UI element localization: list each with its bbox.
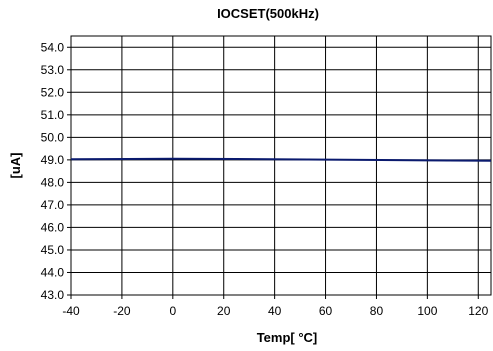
series-layer (70, 157, 492, 162)
x-tick-label: -40 (62, 304, 80, 318)
x-tick-label: -20 (113, 304, 131, 318)
x-tick-label: 60 (319, 304, 333, 318)
x-tick-label: 40 (268, 304, 282, 318)
series-line (70, 157, 492, 162)
x-axis-label: Temp[ °C] (257, 330, 318, 345)
x-tick-label: 20 (217, 304, 231, 318)
x-tick-label: 0 (169, 304, 176, 318)
y-tick-label: 52.0 (41, 85, 65, 99)
y-tick-label: 54.0 (41, 40, 65, 54)
x-tick-label: 80 (370, 304, 384, 318)
y-tick-label: 46.0 (41, 220, 65, 234)
y-tick-label: 48.0 (41, 175, 65, 189)
y-tick-label: 49.0 (41, 153, 65, 167)
x-axis-ticks: -40 -20 0 20 40 60 80 100 120 (62, 295, 489, 318)
y-tick-label: 44.0 (41, 265, 65, 279)
chart-title: IOCSET(500kHz) (217, 6, 319, 21)
grid (70, 36, 491, 296)
y-tick-label: 43.0 (41, 288, 65, 302)
y-tick-label: 53.0 (41, 63, 65, 77)
y-tick-label: 50.0 (41, 130, 65, 144)
y-tick-label: 51.0 (41, 108, 65, 122)
y-axis-label: [uA] (8, 153, 23, 179)
x-tick-label: 100 (417, 304, 437, 318)
y-tick-label: 45.0 (41, 243, 65, 257)
y-tick-label: 47.0 (41, 198, 65, 212)
plot-area (70, 35, 492, 296)
y-axis-ticks: 43.0 44.0 45.0 46.0 47.0 48.0 49.0 50.0 51.0 52.0… (41, 40, 71, 302)
x-tick-label: 120 (468, 304, 488, 318)
